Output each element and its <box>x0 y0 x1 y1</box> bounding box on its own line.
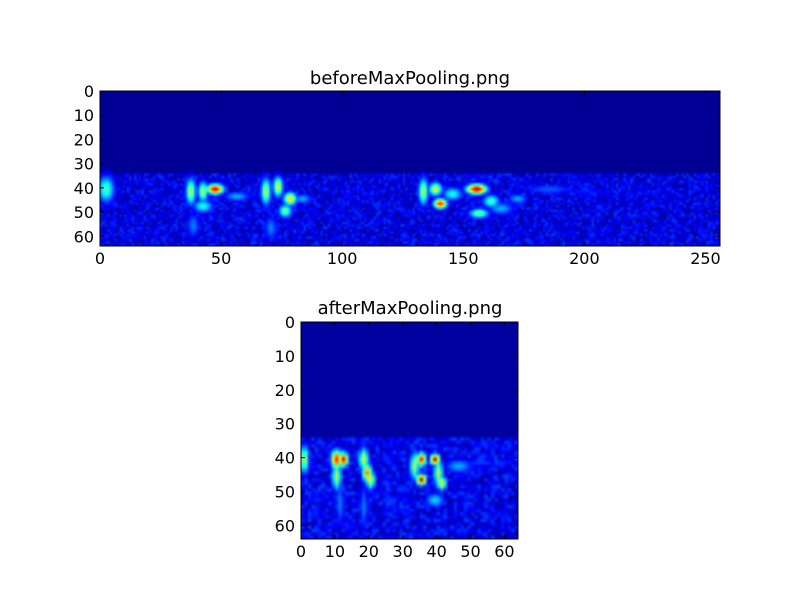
y-tick-label-before: 40 <box>74 179 94 198</box>
y-tick-label-before: 60 <box>74 227 94 246</box>
y-tick-label-after: 40 <box>275 449 295 468</box>
y-tick-label-after: 10 <box>275 347 295 366</box>
y-tick-label-after: 0 <box>285 313 295 332</box>
heatmap-image-before <box>100 91 720 246</box>
x-tick-label-before: 50 <box>211 249 231 268</box>
tick-group-before: 0 50 100 150 200 250 0 10 20 30 40 50 60 <box>74 82 721 268</box>
x-tick-label-after: 30 <box>393 542 413 561</box>
x-tick-label-after: 0 <box>296 542 306 561</box>
y-tick-label-before: 30 <box>74 155 94 174</box>
y-tick-label-after: 30 <box>275 415 295 434</box>
x-tick-label-before: 0 <box>95 249 105 268</box>
plot-before-max-pooling: beforeMaxPooling.png 0 50 100 150 200 250 0 10 2… <box>74 68 721 268</box>
y-tick-label-before: 10 <box>74 106 94 125</box>
x-tick-label-after: 10 <box>325 542 345 561</box>
y-tick-label-after: 50 <box>275 483 295 502</box>
y-tick-label-after: 20 <box>275 381 295 400</box>
y-tick-label-before: 20 <box>74 130 94 149</box>
x-tick-label-before: 150 <box>448 249 479 268</box>
x-tick-label-before: 250 <box>690 249 721 268</box>
y-tick-label-after: 60 <box>275 516 295 535</box>
plot-after-max-pooling: afterMaxPooling.png 0 10 20 30 40 50 600102030… <box>275 298 519 561</box>
axes-frame-before <box>99 90 721 247</box>
chart-title-after: afterMaxPooling.png <box>318 298 503 319</box>
x-tick-label-after: 60 <box>494 542 514 561</box>
y-tick-label-before: 50 <box>74 203 94 222</box>
x-tick-label-after: 50 <box>460 542 480 561</box>
heatmap-image-after <box>301 322 518 539</box>
x-tick-label-after: 40 <box>426 542 446 561</box>
x-tick-label-before: 100 <box>327 249 358 268</box>
x-tick-label-after: 20 <box>359 542 379 561</box>
axes-frame-after <box>300 321 519 540</box>
chart-title-before: beforeMaxPooling.png <box>310 68 510 89</box>
x-tick-label-before: 200 <box>569 249 600 268</box>
y-tick-label-before: 0 <box>84 82 94 101</box>
